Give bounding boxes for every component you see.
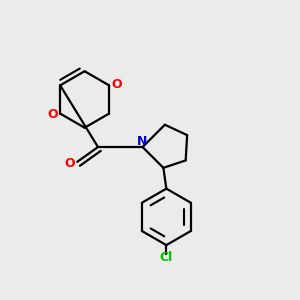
Text: Cl: Cl bbox=[160, 251, 173, 264]
Text: O: O bbox=[48, 108, 58, 121]
Text: O: O bbox=[111, 78, 122, 91]
Text: N: N bbox=[137, 135, 147, 148]
Text: O: O bbox=[64, 157, 75, 170]
